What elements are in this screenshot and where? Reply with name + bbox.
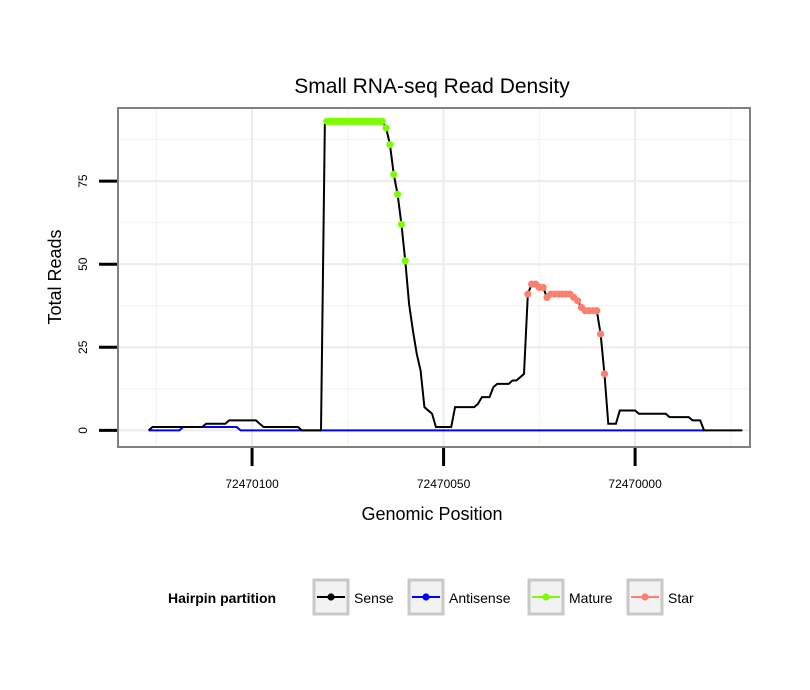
star-point-18 [593,307,601,315]
y-axis: 0 25 50 75 [76,174,117,434]
series-layer [147,117,743,432]
y-axis-title: Total Reads [45,229,65,324]
legend-label-sense: Sense [354,590,394,606]
legend: Hairpin partition Sense Antisense Mature St… [168,578,694,616]
mature-point-30 [382,124,390,132]
star-point-4 [539,283,547,292]
chart-title: Small RNA-seq Read Density [294,75,570,98]
y-tick-label-2: 50 [76,257,90,271]
sense-line [147,120,743,432]
legend-key-point-mature [542,593,550,601]
mature-point-35 [401,257,409,265]
legend-label-mature: Mature [569,590,613,606]
mature-point-34 [397,220,406,228]
plot-panel [118,108,750,447]
legend-key-point-sense [327,593,335,601]
legend-label-antisense: Antisense [449,590,511,606]
mature-points [323,117,409,265]
antisense-line [148,426,705,432]
star-point-19 [597,330,605,338]
x-tick-label-2: 72470000 [608,477,662,491]
y-tick-label-1: 25 [76,340,90,354]
x-axis: 72470100 72470050 72470000 [225,448,662,491]
plot-panel-border [117,107,751,448]
mature-point-29 [378,117,386,125]
star-points [524,280,609,378]
star-point-0 [524,290,532,298]
legend-title: Hairpin partition [168,590,276,606]
y-tick-label-0: 0 [76,427,90,434]
legend-label-star: Star [668,590,694,606]
y-tick-label-3: 75 [76,174,90,188]
x-tick-label-1: 72470050 [417,477,471,491]
mature-point-32 [390,170,398,179]
gridlines [118,108,750,447]
x-tick-label-0: 72470100 [225,477,279,491]
legend-key-point-star [641,593,649,601]
x-axis-title: Genomic Position [361,504,502,524]
star-point-13 [574,297,582,305]
legend-key-point-antisense [422,593,430,601]
star-point-20 [600,370,609,378]
mature-point-33 [394,190,402,199]
mature-point-31 [386,140,394,149]
